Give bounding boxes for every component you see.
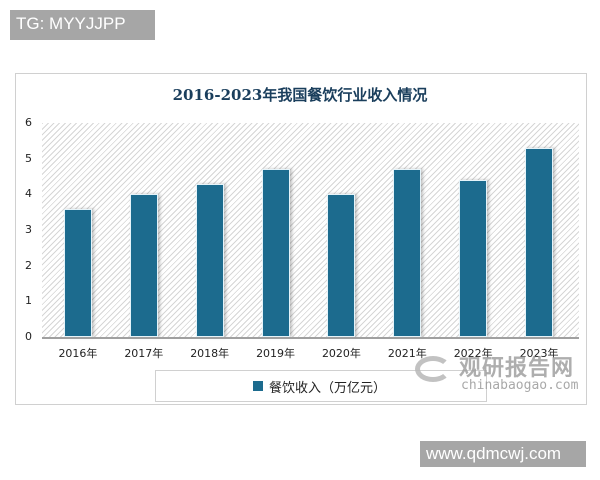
watermark-en-text: chinabaogao.com: [461, 378, 579, 393]
y-tick-label: 2: [25, 258, 32, 272]
bottom-watermark-tag: www.qdmcwj.com: [420, 441, 586, 467]
legend-label: 餐饮收入（万亿元）: [269, 381, 387, 396]
x-tick-label: 2019年: [256, 347, 296, 360]
top-watermark-tag: TG: MYYJJPP: [10, 10, 155, 40]
x-tick-label: 2023年: [519, 347, 559, 360]
y-tick-label: 5: [25, 151, 32, 165]
x-tick-label: 2022年: [453, 347, 493, 360]
y-tick-label: 0: [25, 330, 32, 343]
watermark-logo-icon: [415, 356, 451, 382]
y-tick-label: 6: [25, 116, 32, 129]
y-tick-label: 1: [25, 294, 32, 308]
bar: [261, 169, 290, 337]
x-tick-label: 2020年: [321, 347, 361, 360]
x-tick-label: 2021年: [387, 347, 427, 360]
x-tick-label: 2018年: [190, 347, 230, 360]
chinabaogao-watermark: 观研报告网 chinabaogao.com: [415, 350, 585, 398]
watermark-cn-text: 观研报告网: [459, 356, 575, 381]
chart-title: 2016-2023年我国餐饮行业收入情况: [172, 86, 428, 104]
bar: [327, 194, 356, 337]
bar: [195, 183, 224, 337]
bar: [129, 194, 158, 337]
y-tick-label: 4: [25, 187, 32, 201]
plot-area: [42, 123, 579, 337]
legend-swatch-icon: [253, 381, 263, 391]
x-tick-label: 2017年: [124, 347, 164, 360]
bar: [459, 180, 488, 337]
bar: [63, 208, 92, 337]
x-axis-line: [42, 337, 579, 339]
bar: [393, 169, 422, 337]
x-tick-label: 2016年: [58, 347, 98, 360]
y-tick-label: 3: [25, 223, 32, 236]
bar: [525, 147, 554, 337]
